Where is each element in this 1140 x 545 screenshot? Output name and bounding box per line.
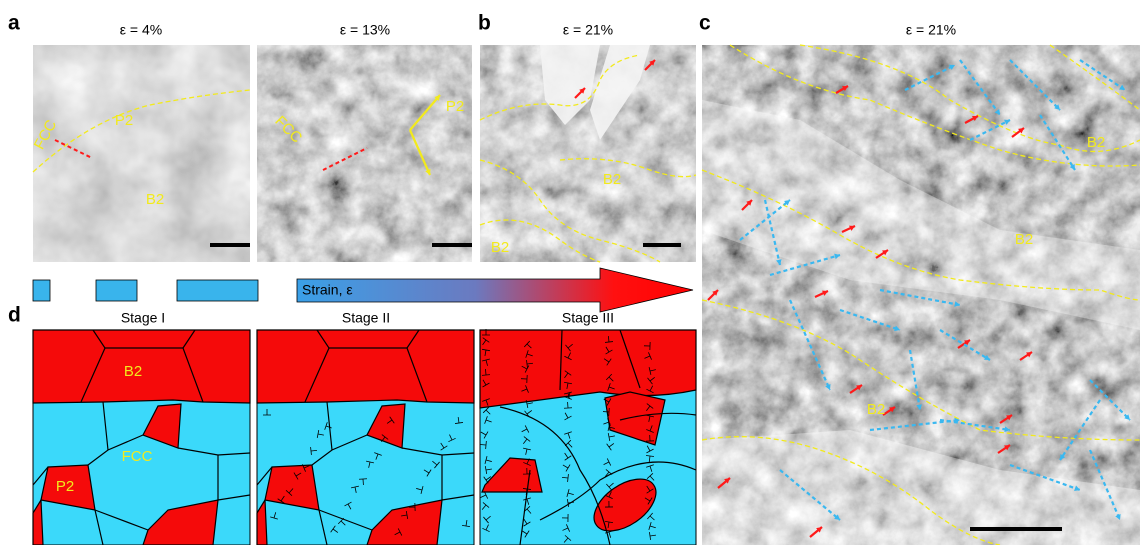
figure: Strain, εFCCP2B2FCCP2B2B2B2B2B2B2FCCP2 a… bbox=[0, 0, 1140, 545]
micrograph-shade bbox=[257, 45, 472, 262]
strain-step bbox=[96, 280, 137, 301]
b2-grain bbox=[257, 330, 474, 403]
phase-label: B2 bbox=[867, 401, 885, 418]
phase-label: B2 bbox=[124, 363, 142, 380]
panel-letter: d bbox=[8, 304, 21, 327]
strain-label: Strain, ε bbox=[302, 282, 353, 298]
phase-label: B2 bbox=[146, 191, 164, 208]
stage-title: Stage I bbox=[121, 310, 165, 326]
scale-bar bbox=[210, 243, 250, 247]
scale-bar bbox=[970, 527, 1062, 531]
page: {"panel_a": {"letter": "a", "images": [{… bbox=[0, 0, 1140, 545]
stage-title: Stage III bbox=[562, 310, 614, 326]
strain-title: ε = 13% bbox=[340, 22, 390, 38]
strain-title: ε = 21% bbox=[906, 22, 956, 38]
phase-label: P2 bbox=[446, 98, 464, 115]
phase-label: B2 bbox=[1087, 134, 1105, 151]
strain-step bbox=[33, 280, 50, 301]
micrograph-shade bbox=[33, 45, 250, 262]
strain-title: ε = 4% bbox=[120, 22, 162, 38]
panel-letter: a bbox=[8, 12, 20, 35]
strain-arrow bbox=[297, 268, 693, 312]
scale-bar bbox=[432, 243, 472, 247]
strain-step bbox=[177, 280, 258, 301]
phase-label: FCC bbox=[122, 448, 153, 465]
stage-title: Stage II bbox=[342, 310, 390, 326]
strain-title: ε = 21% bbox=[563, 22, 613, 38]
phase-label: B2 bbox=[1015, 231, 1033, 248]
phase-label: P2 bbox=[56, 478, 74, 495]
phase-label: P2 bbox=[115, 112, 133, 129]
phase-label: B2 bbox=[603, 171, 621, 188]
scale-bar bbox=[643, 243, 681, 247]
panel-letter: c bbox=[699, 12, 711, 35]
phase-label: B2 bbox=[491, 239, 509, 256]
panel-letter: b bbox=[478, 12, 491, 35]
